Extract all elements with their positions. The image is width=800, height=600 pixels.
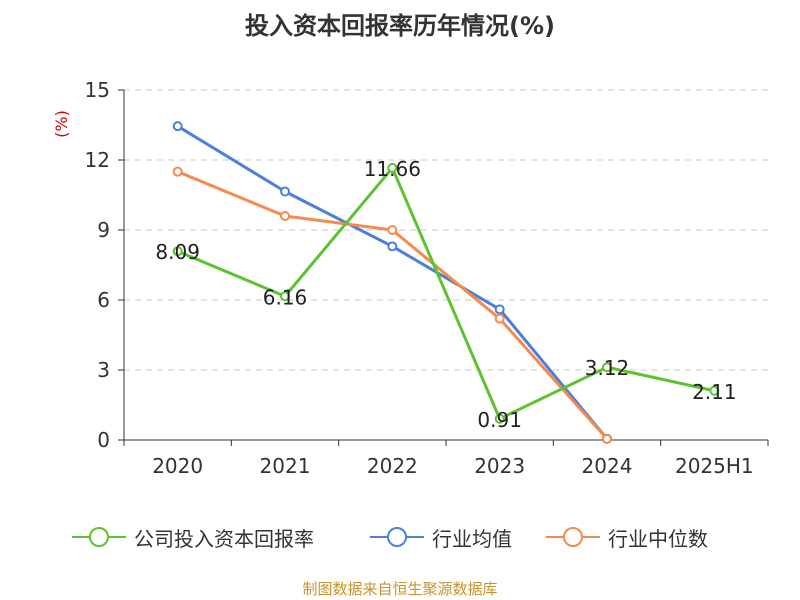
y-tick-label-3: 3: [97, 358, 110, 382]
x-tick-label-2024: 2024: [582, 454, 633, 478]
y-tick-label-9: 9: [97, 218, 110, 242]
series-0-point-2020: [172, 246, 183, 257]
series-2-point-2020: [172, 166, 183, 177]
legend-marker-industry-median: [546, 527, 600, 547]
series-2-point-2022: [387, 225, 398, 235]
legend-item-industry-mean[interactable]: 行业均值: [370, 519, 512, 555]
legend-label-company: 公司投入资本回报率: [134, 526, 314, 551]
legend-item-company[interactable]: 公司投入资本回报率: [72, 519, 314, 555]
data-label-2022: 11.66: [364, 157, 421, 181]
legend-item-industry-median[interactable]: 行业中位数: [546, 519, 708, 555]
series-2-point-2023: [494, 313, 505, 324]
series-1-point-2020: [172, 121, 183, 132]
x-tick-label-2020: 2020: [152, 454, 203, 478]
series-0-point-2021: [280, 291, 290, 302]
series-0-point-2022: [387, 162, 398, 173]
legend-label-industry-mean: 行业均值: [432, 526, 512, 551]
series-1-point-2022: [387, 241, 398, 252]
legend-circle-company: [89, 527, 109, 547]
x-tick-label-2025H1: 2025H1: [675, 454, 754, 478]
data-label-2023: 0.91: [477, 408, 522, 432]
legend-marker-industry-mean: [370, 527, 424, 547]
series-0-point-2023: [494, 413, 505, 424]
y-tick-label-6: 6: [97, 288, 110, 312]
x-tick-label-2021: 2021: [260, 454, 311, 478]
chart-legend: 公司投入资本回报率 行业均值 行业中位数: [0, 519, 800, 555]
legend-label-industry-median: 行业中位数: [608, 526, 708, 551]
series-1-point-2021: [280, 186, 290, 197]
y-tick-label-0: 0: [97, 428, 110, 452]
legend-circle-industry-median: [563, 527, 583, 547]
series-1-point-2023: [494, 304, 505, 315]
series-line-0: [177, 166, 715, 421]
data-label-2021: 6.16: [263, 285, 308, 309]
legend-marker-company: [72, 527, 126, 547]
data-label-2024: 3.12: [585, 356, 630, 380]
x-tick-label-2023: 2023: [474, 454, 525, 478]
x-tick-label-2022: 2022: [367, 454, 418, 478]
series-2-point-2021: [280, 211, 290, 221]
chart-title: 投入资本回报率历年情况(%): [245, 12, 555, 40]
series-0-point-2025H1: [709, 385, 720, 396]
series-2-point-2024: [602, 433, 612, 444]
data-source-note: 制图数据来自恒生聚源数据库: [302, 580, 498, 598]
data-label-2025H1: 2.11: [692, 380, 737, 404]
data-label-2020: 8.09: [155, 240, 200, 264]
y-tick-label-12: 12: [85, 148, 110, 172]
series-0-point-2024: [602, 362, 612, 373]
y-tick-label-15: 15: [85, 78, 110, 102]
legend-circle-industry-mean: [387, 527, 407, 547]
